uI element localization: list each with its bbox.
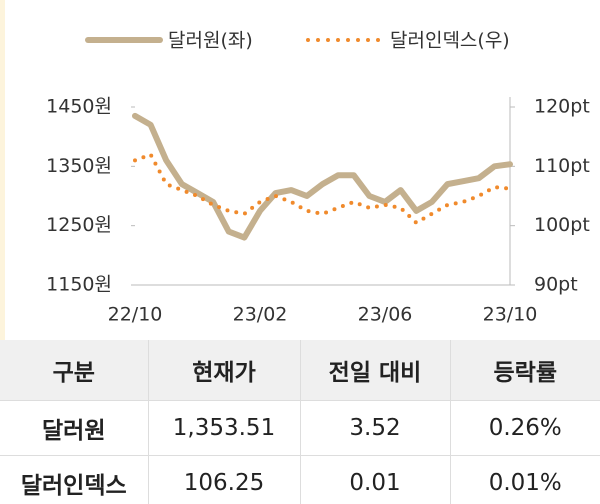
legend-label: 달러인덱스(우) — [390, 30, 510, 52]
header-cell: 전일 대비 — [299, 340, 450, 401]
side-strip — [0, 0, 5, 340]
header-row: 구분 현재가 전일 대비 등락률 — [0, 340, 600, 401]
header-cell: 현재가 — [147, 340, 300, 401]
legend-label: 달러원(좌) — [168, 30, 253, 52]
y-tick-label: 1150원 — [46, 274, 112, 296]
y2-tick-label: 120pt — [534, 96, 590, 118]
chart: 1150원 1250원 1350원 1450원 90pt 100pt 110pt 120pt 2… — [46, 30, 590, 326]
y2-tick-label: 100pt — [534, 214, 590, 236]
cell: 3.52 — [299, 400, 450, 456]
row: 달러인덱스 106.25 0.01 0.01% — [0, 455, 600, 504]
header-cell: 등락률 — [449, 340, 600, 401]
cell: 0.26% — [449, 400, 600, 456]
series-line — [132, 112, 513, 241]
y-tick-label: 1350원 — [46, 155, 112, 177]
cell: 달러인덱스 — [0, 455, 148, 504]
x-tick-label: 23/06 — [358, 304, 413, 326]
x-tick-label: 23/02 — [233, 304, 288, 326]
y-tick-label: 1450원 — [46, 96, 112, 118]
header-cell: 구분 — [0, 340, 148, 401]
series-line — [133, 152, 512, 225]
cell: 106.25 — [147, 455, 300, 504]
y2-tick-label: 90pt — [534, 274, 578, 296]
cell: 1,353.51 — [147, 400, 300, 456]
cell: 0.01% — [449, 455, 600, 504]
y2-tick-label: 110pt — [534, 155, 590, 177]
cell: 달러원 — [0, 400, 148, 456]
x-tick-label: 22/10 — [108, 304, 163, 326]
y-tick-label: 1250원 — [46, 214, 112, 236]
x-tick-label: 23/10 — [483, 304, 538, 326]
cell: 0.01 — [299, 455, 450, 504]
row: 달러원 1,353.51 3.52 0.26% — [0, 400, 600, 456]
quote-table: 구분 현재가 전일 대비 등락률 달러원 1,353.51 3.52 0.26%… — [0, 340, 600, 504]
